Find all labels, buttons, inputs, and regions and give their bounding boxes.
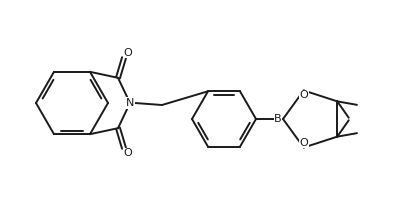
Text: N: N [126, 98, 134, 108]
Text: B: B [274, 114, 282, 124]
Text: O: O [124, 148, 132, 158]
Text: O: O [299, 90, 308, 101]
Text: O: O [299, 138, 308, 148]
Text: O: O [124, 48, 132, 58]
